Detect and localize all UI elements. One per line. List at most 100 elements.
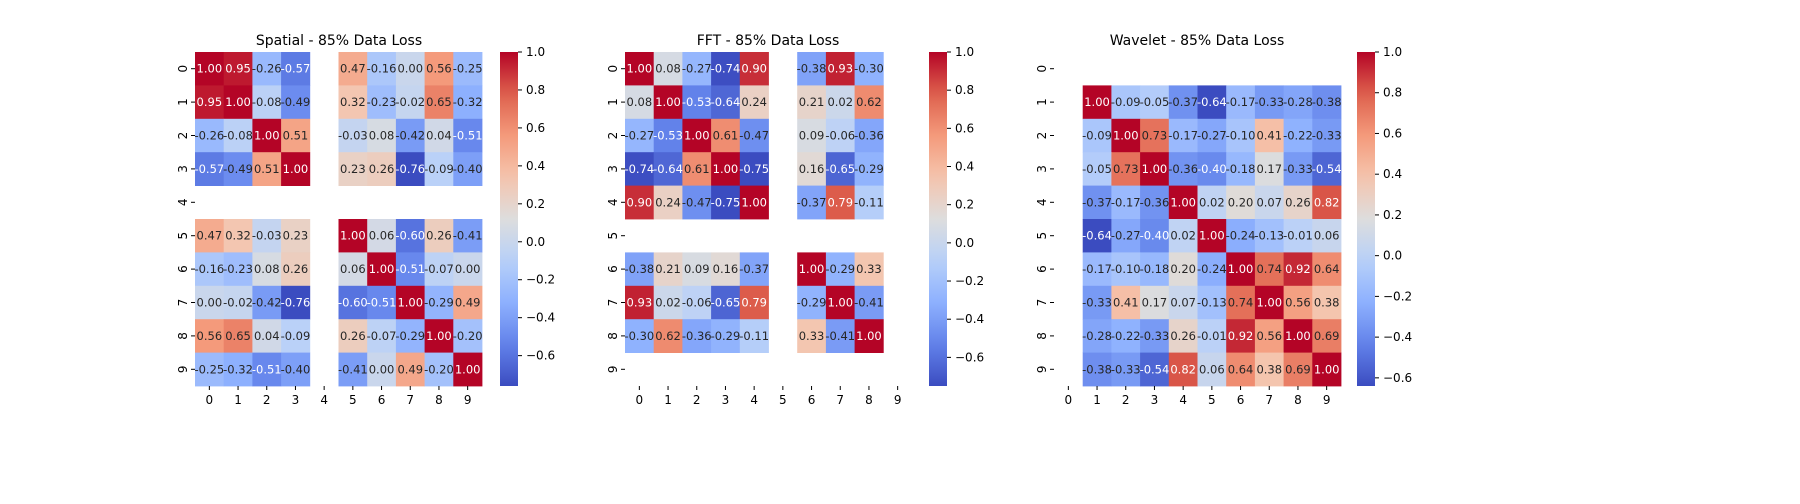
heatmap-cell (223, 319, 253, 353)
cell-value-label: -0.64 (711, 95, 741, 109)
cell-value-label: -0.37 (1168, 95, 1198, 109)
colorbar-tick-label: 0.0 (1383, 249, 1402, 263)
cell-value-label: 1.00 (397, 296, 423, 310)
colorbar-tick-label: −0.6 (526, 349, 555, 363)
cell-value-label: -0.42 (395, 129, 425, 143)
cell-value-label: -0.38 (797, 62, 827, 76)
heatmap-cell (281, 118, 311, 153)
heatmap-cell (1312, 152, 1342, 186)
colorbar-tick-label: 0.2 (1383, 208, 1402, 222)
x-tick-label: 8 (1294, 393, 1302, 407)
x-tick-label: 1 (234, 393, 242, 407)
cell-value-label: 0.92 (1285, 262, 1311, 276)
cell-value-label: -0.76 (395, 162, 425, 176)
cell-value-label: -0.18 (1140, 262, 1170, 276)
heatmap-cell (1168, 185, 1198, 220)
heatmap-cell (653, 185, 683, 220)
heatmap-cell (825, 252, 855, 287)
cell-value-label: -0.07 (424, 262, 454, 276)
cell-value-label: 0.33 (856, 262, 882, 276)
cell-value-label: -0.38 (624, 262, 654, 276)
colorbar-tick-label: 0.6 (526, 121, 545, 135)
heatmap-cell (1197, 285, 1227, 320)
cell-value-label: -0.47 (739, 129, 769, 143)
cell-value-label: -0.18 (1226, 162, 1256, 176)
colorbar-tick-label: 0.8 (955, 83, 974, 97)
cell-value-label: -0.54 (1140, 362, 1170, 376)
heatmap-cell (453, 352, 483, 387)
cell-value-label: 0.09 (799, 129, 825, 143)
cell-value-label: 1.00 (1256, 296, 1282, 310)
cell-value-label: 0.64 (1228, 362, 1254, 376)
heatmap-cell (1168, 352, 1198, 387)
heatmap-cell (252, 85, 282, 120)
heatmap-cell (625, 252, 655, 287)
heatmap-cell (195, 319, 225, 353)
heatmap-cell (1197, 185, 1227, 220)
cell-value-label: 0.00 (197, 296, 223, 310)
colorbar-tick-label: 1.0 (1383, 45, 1402, 59)
cell-value-label: -0.37 (739, 262, 769, 276)
heatmap-cell (281, 52, 311, 86)
x-tick-label: 7 (406, 393, 414, 407)
heatmap-cell (1111, 185, 1141, 220)
cell-value-label: 0.23 (340, 162, 366, 176)
heatmap-cell (338, 52, 368, 86)
heatmap-cell (711, 152, 741, 186)
cell-value-label: 0.61 (684, 162, 710, 176)
heatmap-cell (625, 52, 655, 86)
heatmap-cell (367, 319, 397, 353)
cell-value-label: 0.62 (655, 329, 681, 343)
y-tick-label: 2 (176, 132, 190, 140)
colorbar-tick-label: 0.6 (1383, 126, 1402, 140)
y-tick-label: 0 (176, 65, 190, 73)
cell-value-label: -0.27 (1197, 129, 1227, 143)
heatmap-cell (1254, 152, 1284, 186)
cell-value-label: -0.06 (825, 129, 855, 143)
heatmap-cell (653, 319, 683, 353)
cell-value-label: -0.33 (1254, 95, 1284, 109)
heatmap-cell (1111, 319, 1141, 353)
heatmap-cell (797, 319, 827, 353)
colorbar-tick-label: −0.4 (526, 311, 555, 325)
heatmap-cell (625, 185, 655, 220)
heatmap-cell (453, 285, 483, 320)
cell-value-label: 0.23 (283, 229, 309, 243)
heatmap-cell (1254, 319, 1284, 353)
heatmap-cell (1168, 152, 1198, 186)
cell-value-label: -0.20 (424, 362, 454, 376)
heatmap-cell (1283, 219, 1313, 253)
cell-value-label: 0.47 (197, 229, 223, 243)
cell-value-label: -0.38 (1082, 362, 1112, 376)
heatmap-cell (1082, 118, 1112, 153)
y-tick-label: 3 (606, 165, 620, 173)
heatmap-cell (1283, 118, 1313, 153)
cell-value-label: -0.65 (825, 162, 855, 176)
heatmap-cell (195, 285, 225, 320)
heatmap-cell (223, 52, 253, 86)
heatmap-cell (252, 118, 282, 153)
cell-value-label: 0.17 (1256, 162, 1282, 176)
x-tick-label: 1 (1093, 393, 1101, 407)
cell-value-label: -0.02 (223, 296, 253, 310)
heatmap-cell (1312, 118, 1342, 153)
cell-value-label: 0.51 (283, 129, 309, 143)
heatmap-cell (739, 252, 769, 287)
heatmap-cell (1312, 285, 1342, 320)
cell-value-label: -0.05 (1082, 162, 1112, 176)
cell-value-label: -0.33 (1140, 329, 1170, 343)
heatmap-cell (252, 252, 282, 287)
cell-value-label: 0.33 (799, 329, 825, 343)
x-tick-label: 5 (349, 393, 357, 407)
colorbar-tick-label: 0.2 (955, 198, 974, 212)
cell-value-label: 0.02 (1199, 195, 1225, 209)
cell-value-label: 0.20 (1170, 262, 1196, 276)
cell-value-label: 1.00 (741, 195, 767, 209)
heatmap-cell (625, 285, 655, 320)
colorbar-tick-label: −0.2 (1383, 289, 1412, 303)
y-tick-label: 8 (1035, 332, 1049, 340)
cell-value-label: 1.00 (1199, 229, 1225, 243)
y-tick-label: 6 (176, 265, 190, 273)
heatmap-cell (825, 185, 855, 220)
heatmap-cell (739, 319, 769, 353)
